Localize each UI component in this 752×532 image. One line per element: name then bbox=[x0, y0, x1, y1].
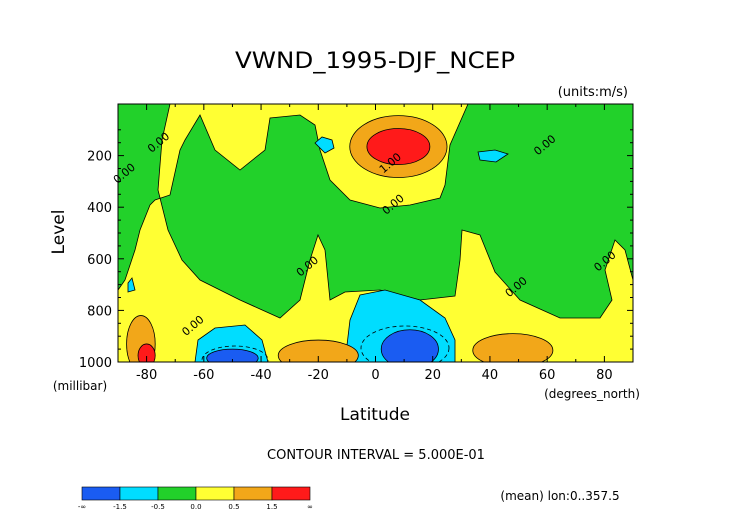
y-tick-label: 400 bbox=[87, 201, 112, 216]
x-tick-label: -80 bbox=[136, 368, 157, 383]
contour-region bbox=[206, 348, 259, 362]
y-tick-label: 200 bbox=[87, 150, 112, 165]
plot-area bbox=[118, 104, 633, 362]
negative-contour-line bbox=[360, 325, 450, 362]
contour-interval-label: CONTOUR INTERVAL = 5.000E-01 bbox=[267, 448, 485, 463]
x-tick-label: 20 bbox=[424, 368, 441, 383]
colorbar-swatch bbox=[233, 486, 273, 501]
contour-fill-cyan bbox=[314, 136, 335, 154]
colorbar-swatch bbox=[157, 486, 197, 501]
contour-region bbox=[380, 329, 439, 362]
colorbar-label: -0.5 bbox=[151, 503, 165, 511]
contour-fill-green bbox=[118, 104, 633, 319]
colorbar-label: ∞ bbox=[307, 503, 313, 511]
y-tick-label: 800 bbox=[87, 304, 112, 319]
colorbar-label: 0.5 bbox=[228, 503, 239, 511]
contour-region bbox=[277, 339, 359, 362]
y-axis: 200 400 600 800 1000 bbox=[79, 129, 633, 371]
y-tick-label: 1000 bbox=[79, 356, 112, 371]
colorbar: -∞ -1.5 -0.5 0.0 0.5 1.5 ∞ bbox=[78, 486, 313, 511]
y-axis-units: (millibar) bbox=[53, 379, 107, 393]
colorbar-swatch bbox=[81, 486, 121, 501]
contour-fill-cyan bbox=[477, 149, 509, 163]
colorbar-swatch bbox=[195, 486, 235, 501]
x-tick-label: 60 bbox=[539, 368, 556, 383]
colorbar-label: 1.5 bbox=[266, 503, 277, 511]
units-label: (units:m/s) bbox=[558, 85, 628, 100]
chart-title: VWND_1995-DJF_NCEP bbox=[235, 49, 515, 74]
colorbar-label: -1.5 bbox=[113, 503, 127, 511]
x-tick-label: -40 bbox=[250, 368, 271, 383]
y-tick-label: 600 bbox=[87, 253, 112, 268]
data-regions bbox=[126, 115, 554, 362]
x-tick-label: 40 bbox=[482, 368, 499, 383]
colorbar-label: -∞ bbox=[78, 503, 86, 511]
colorbar-swatch bbox=[271, 486, 311, 501]
x-axis: -80 -60 -40 -20 0 20 40 60 80 bbox=[117, 104, 634, 383]
contour-fill-cyan bbox=[127, 277, 136, 293]
contour-region bbox=[137, 343, 156, 362]
colorbar-swatch bbox=[119, 486, 159, 501]
x-tick-label: -60 bbox=[193, 368, 214, 383]
x-tick-label: 80 bbox=[596, 368, 613, 383]
x-axis-label: Latitude bbox=[340, 405, 410, 425]
mean-note: (mean) lon:0..357.5 bbox=[500, 489, 619, 503]
negative-contour-line bbox=[201, 345, 269, 362]
contour-region bbox=[366, 128, 431, 166]
x-axis-units: (degrees_north) bbox=[544, 387, 640, 401]
contour-region bbox=[126, 315, 156, 362]
y-axis-label: Level bbox=[49, 210, 69, 255]
colorbar-label: 0.0 bbox=[190, 503, 201, 511]
x-tick-label: 0 bbox=[371, 368, 379, 383]
x-tick-label: -20 bbox=[308, 368, 329, 383]
contour-region bbox=[472, 333, 554, 362]
